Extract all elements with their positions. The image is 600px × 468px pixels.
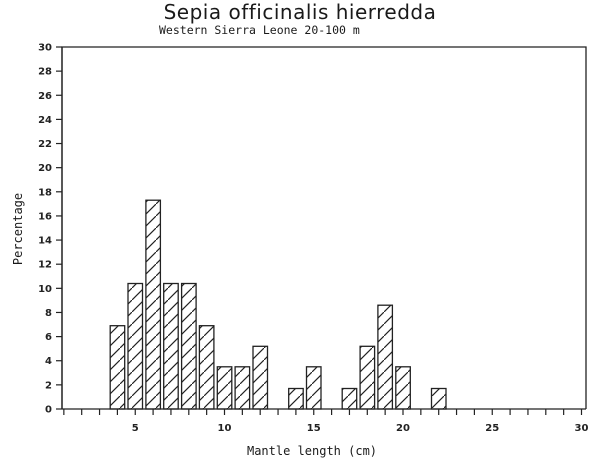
bar <box>288 387 304 410</box>
bar <box>359 345 376 410</box>
bar <box>127 282 144 410</box>
bar <box>216 366 233 410</box>
y-tick-label: 26 <box>38 91 52 102</box>
bar <box>341 387 358 410</box>
bar <box>163 282 179 410</box>
x-tick-label: 20 <box>396 423 410 434</box>
bar <box>252 345 269 410</box>
x-tick-label: 10 <box>218 423 232 434</box>
x-tick-label: 15 <box>307 423 321 434</box>
y-tick-label: 4 <box>45 356 52 367</box>
y-tick-label: 2 <box>45 380 52 391</box>
bar <box>430 387 447 410</box>
y-tick-label: 12 <box>38 260 52 271</box>
y-tick-label: 18 <box>38 187 52 198</box>
y-tick-label: 10 <box>38 284 52 295</box>
bar <box>109 325 126 410</box>
y-tick-label: 6 <box>45 332 52 343</box>
chart-title: Sepia officinalis hierredda <box>163 0 437 24</box>
y-tick-label: 14 <box>38 236 52 247</box>
x-tick-label: 25 <box>485 423 499 434</box>
y-tick-label: 0 <box>45 405 52 416</box>
chart-subtitle: Western Sierra Leone 20-100 m <box>159 23 360 37</box>
bar <box>198 325 215 410</box>
bar <box>180 282 197 410</box>
y-tick-label: 8 <box>45 308 52 319</box>
bar <box>145 199 162 410</box>
bar <box>234 366 251 410</box>
y-tick-label: 30 <box>38 43 52 54</box>
bars-group <box>109 199 447 410</box>
bar <box>395 366 411 410</box>
bar <box>377 304 394 410</box>
x-axis-label: Mantle length (cm) <box>246 444 378 458</box>
bar <box>305 366 322 410</box>
y-tick-label: 22 <box>38 139 52 150</box>
y-tick-label: 28 <box>38 67 52 78</box>
y-tick-label: 24 <box>38 115 52 126</box>
y-tick-label: 16 <box>38 211 52 222</box>
x-axis: 5 10 15 20 25 30 <box>62 408 589 434</box>
y-tick-label: 20 <box>38 163 52 174</box>
x-tick-label: 30 <box>575 423 589 434</box>
x-tick-label: 5 <box>132 423 139 434</box>
